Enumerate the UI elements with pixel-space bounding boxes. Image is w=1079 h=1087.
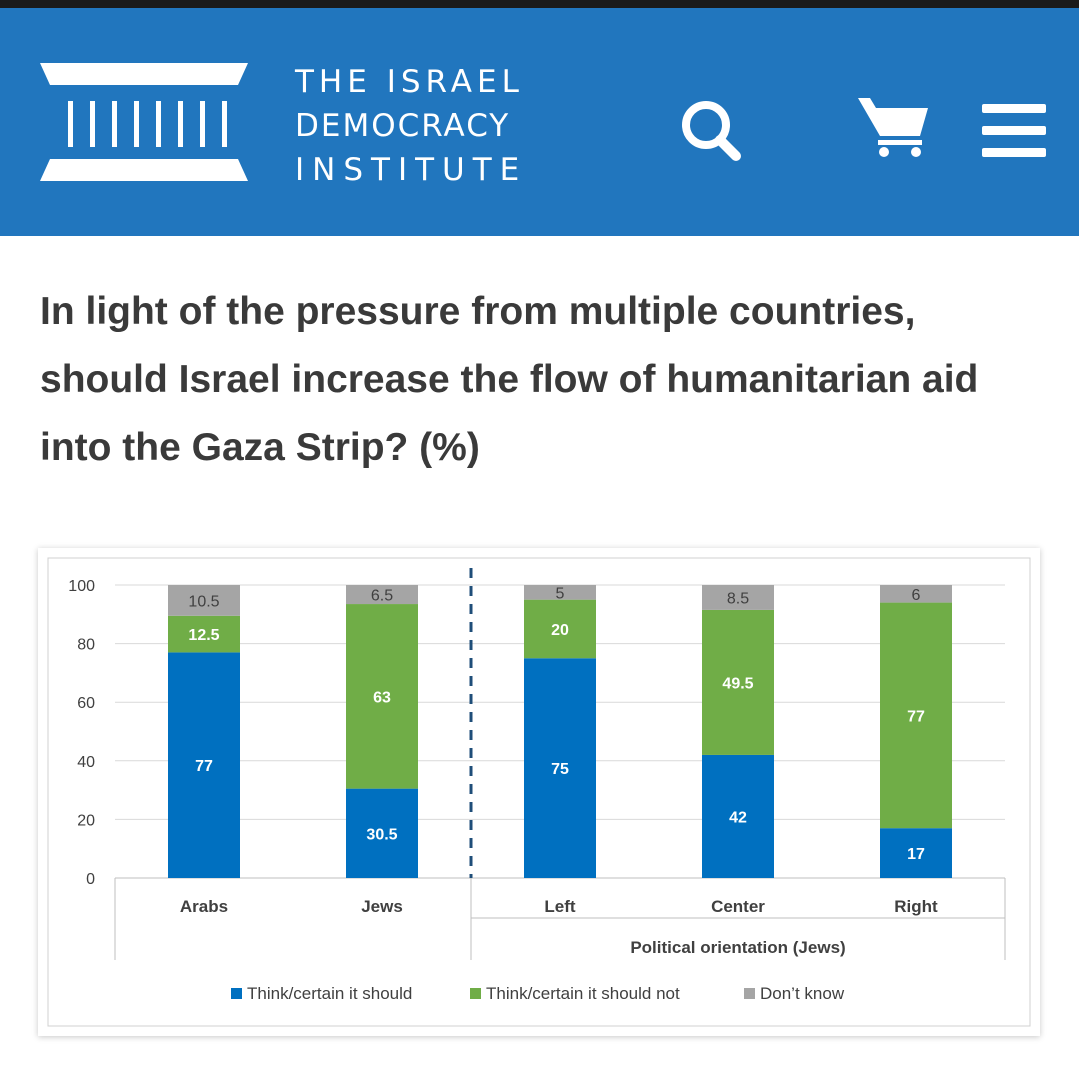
x-tick-label: Right [894, 897, 938, 916]
chart-frame [47, 557, 1031, 1027]
stacked-bar-chart: 0 20 40 60 80 100 77 12.5 10.5 Arabs 30.5 63 6.5 Jews… [47, 557, 1031, 1027]
data-label: 12.5 [188, 627, 219, 644]
data-label: 63 [373, 689, 391, 706]
legend-swatch [744, 988, 755, 999]
data-label: 6.5 [371, 588, 393, 605]
y-tick-label: 100 [68, 578, 95, 595]
data-label: 30.5 [366, 826, 397, 843]
bar-segment [880, 828, 952, 878]
legend-label: Don’t know [760, 984, 845, 1003]
data-label: 49.5 [722, 675, 753, 692]
legend-label: Think/certain it should [247, 984, 412, 1003]
data-label: 5 [556, 585, 565, 602]
menu-icon[interactable] [980, 102, 1048, 160]
data-label: 10.5 [188, 593, 219, 610]
legend-swatch [470, 988, 481, 999]
bar-segment [346, 585, 418, 605]
cart-icon[interactable] [856, 94, 932, 158]
bar-segment [168, 652, 240, 878]
legend-label: Think/certain it should not [486, 984, 680, 1003]
logo-line-1: THE ISRAEL [295, 64, 524, 100]
site-header: THE ISRAEL DEMOCRACY INSTITUTE [0, 8, 1079, 236]
x-tick-label: Center [711, 897, 765, 916]
y-tick-label: 20 [77, 812, 95, 829]
y-tick-label: 40 [77, 754, 95, 771]
bar-segment [880, 585, 952, 603]
bar-segment [702, 609, 774, 755]
legend-swatch [231, 988, 242, 999]
x-tick-label: Jews [361, 897, 403, 916]
title-line-1: In light of the pressure from multiple c… [40, 290, 916, 333]
bar-segment [168, 615, 240, 653]
search-icon[interactable] [678, 98, 744, 164]
article-title: In light of the pressure from multiple c… [40, 278, 1040, 482]
bar-segment [524, 599, 596, 659]
group-axis-label: Political orientation (Jews) [630, 938, 845, 957]
y-tick-label: 0 [86, 871, 95, 888]
chart-card: 0 20 40 60 80 100 77 12.5 10.5 Arabs 30.5 63 6.5 Jews… [38, 548, 1040, 1036]
bar-segment [346, 604, 418, 789]
data-label: 8.5 [727, 590, 749, 607]
data-label: 75 [551, 761, 569, 778]
bar-segment [702, 585, 774, 610]
site-logo-text[interactable]: THE ISRAEL DEMOCRACY INSTITUTE [295, 60, 527, 192]
institute-logo-columns-icon[interactable] [38, 63, 250, 181]
bar-segment [346, 788, 418, 878]
bar-segment [168, 585, 240, 616]
data-label: 6 [912, 587, 921, 604]
bar-segment [524, 658, 596, 878]
data-label: 77 [907, 708, 925, 725]
bar-segment [880, 602, 952, 829]
status-strip [0, 0, 1079, 8]
data-label: 42 [729, 809, 747, 826]
y-tick-label: 60 [77, 695, 95, 712]
y-tick-label: 80 [77, 637, 95, 654]
bar-segment [524, 585, 596, 600]
x-tick-label: Left [544, 897, 576, 916]
data-label: 17 [907, 846, 925, 863]
data-label: 77 [195, 758, 213, 775]
x-tick-label: Arabs [180, 897, 228, 916]
title-line-3: into the Gaza Strip? (%) [40, 426, 480, 469]
bar-segment [702, 754, 774, 878]
logo-line-2: DEMOCRACY [295, 108, 511, 144]
title-line-2: should Israel increase the flow of human… [40, 358, 979, 401]
logo-line-3: INSTITUTE [295, 152, 528, 188]
data-label: 20 [551, 622, 569, 639]
